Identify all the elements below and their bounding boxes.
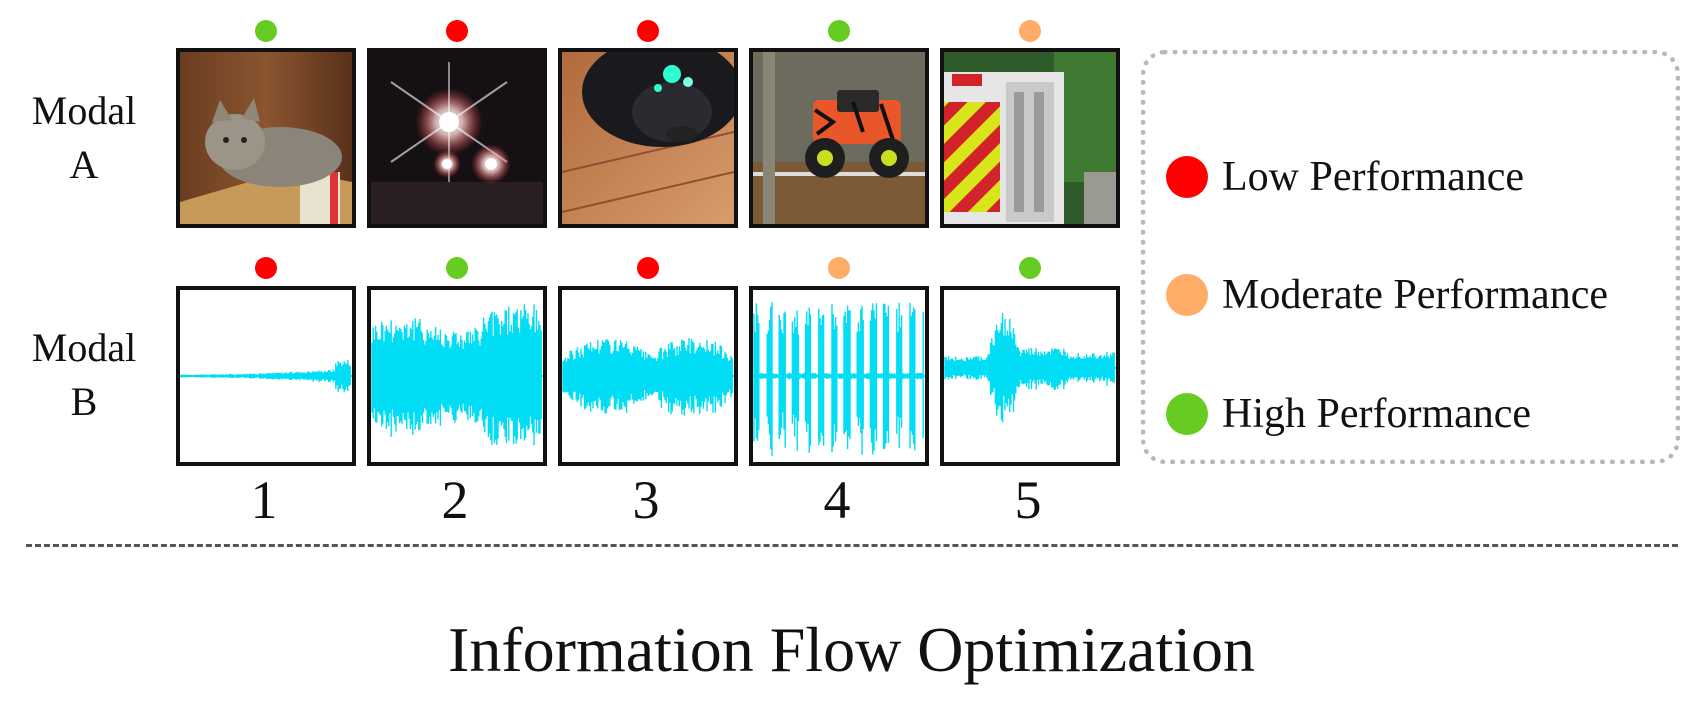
waveform-3-graphic bbox=[562, 338, 734, 416]
monster-truck-photo-image bbox=[753, 52, 925, 224]
waveform-1-graphic bbox=[180, 360, 352, 393]
modal-b-performance-dot-5 bbox=[1019, 257, 1041, 279]
column-number-5: 5 bbox=[1014, 470, 1042, 530]
legend-dot-low bbox=[1166, 156, 1208, 198]
waveform-2-trace bbox=[371, 304, 542, 446]
column-number-1: 1 bbox=[250, 470, 278, 530]
legend-label-high: High Performance bbox=[1222, 391, 1532, 437]
row-label-line1: Modal bbox=[31, 88, 137, 133]
row-label-modal-b: Modal B bbox=[14, 321, 154, 429]
modal-a-tile-4 bbox=[749, 48, 929, 228]
modal-b-tile-2 bbox=[367, 286, 547, 466]
column-number-4: 4 bbox=[823, 470, 851, 530]
legend-item-moderate: Moderate Performance bbox=[1166, 265, 1608, 325]
legend-item-high: High Performance bbox=[1166, 384, 1531, 444]
row-label-line2: B bbox=[70, 379, 98, 424]
modal-b-tile-3 bbox=[558, 286, 738, 466]
column-number-2: 2 bbox=[441, 470, 469, 530]
modal-a-performance-dot-1 bbox=[255, 20, 277, 42]
waveform-5-graphic bbox=[944, 313, 1116, 423]
modal-b-performance-dot-4 bbox=[828, 257, 850, 279]
waveform-4-graphic bbox=[753, 302, 925, 456]
modal-a-tile-3 bbox=[558, 48, 738, 228]
performance-legend: Low Performance Moderate Performance Hig… bbox=[1141, 50, 1680, 464]
column-number-3: 3 bbox=[632, 470, 660, 530]
modal-b-tile-1 bbox=[176, 286, 356, 466]
modal-b-performance-dot-3 bbox=[637, 257, 659, 279]
modal-a-performance-dot-2 bbox=[446, 20, 468, 42]
legend-label-moderate: Moderate Performance bbox=[1222, 272, 1608, 318]
modal-a-performance-dot-4 bbox=[828, 20, 850, 42]
modal-a-performance-dot-5 bbox=[1019, 20, 1041, 42]
legend-dot-moderate bbox=[1166, 274, 1208, 316]
row-label-line1: Modal bbox=[31, 325, 137, 370]
waveform-4-trace bbox=[753, 302, 924, 456]
modal-a-tile-1 bbox=[176, 48, 356, 228]
modal-b-performance-dot-1 bbox=[255, 257, 277, 279]
row-label-line2: A bbox=[69, 142, 99, 187]
cat-photo-image bbox=[180, 52, 352, 224]
modal-a-tile-5 bbox=[940, 48, 1120, 228]
footer-title: Information Flow Optimization bbox=[448, 614, 1255, 685]
modal-b-tile-5 bbox=[940, 286, 1120, 466]
legend-item-low: Low Performance bbox=[1166, 147, 1524, 207]
night-lights-photo-image bbox=[371, 52, 543, 224]
fire-truck-photo-image bbox=[944, 52, 1116, 224]
legend-dot-high bbox=[1166, 393, 1208, 435]
modal-a-performance-dot-3 bbox=[637, 20, 659, 42]
dark-object-on-floor-photo-image bbox=[562, 52, 734, 224]
row-label-modal-a: Modal A bbox=[14, 84, 154, 192]
section-divider bbox=[26, 544, 1678, 547]
legend-label-low: Low Performance bbox=[1222, 154, 1525, 200]
modal-b-performance-dot-2 bbox=[446, 257, 468, 279]
modal-a-tile-2 bbox=[367, 48, 547, 228]
waveform-2-graphic bbox=[371, 304, 543, 446]
modal-b-tile-4 bbox=[749, 286, 929, 466]
